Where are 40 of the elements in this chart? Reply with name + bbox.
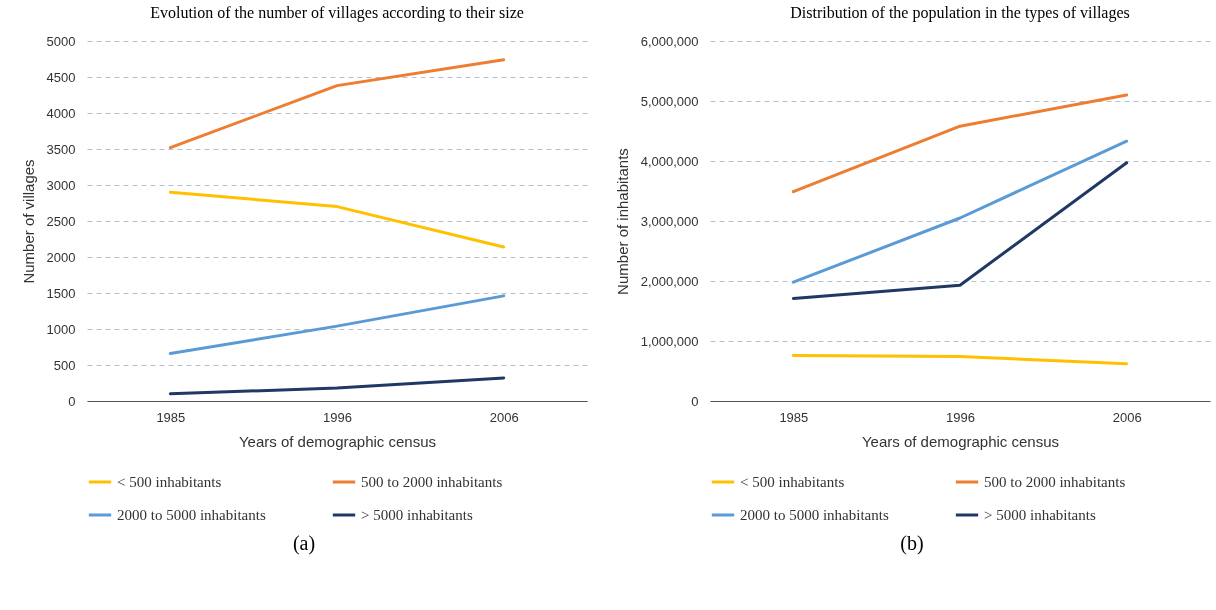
y-tick-label: 500 (53, 357, 76, 373)
chart-title: Evolution of the number of villages according to their size (150, 4, 524, 22)
legend-label: 2000 to 5000 inhabitants (739, 507, 889, 523)
y-tick-label: 1000 (46, 321, 76, 337)
legend-label: 2000 to 5000 inhabitants (117, 507, 266, 523)
legend-label: 500 to 2000 inhabitants (983, 474, 1125, 490)
y-tick-label: 0 (68, 393, 76, 409)
y-tick-label: 4500 (46, 69, 76, 85)
y-tick-label: 2,000,000 (640, 273, 698, 289)
y-tick-label: 1500 (46, 285, 76, 301)
y-tick-label: 0 (690, 393, 698, 409)
y-tick-label: 4000 (46, 105, 76, 121)
x-tick-label: 1985 (778, 409, 808, 425)
x-tick-label: 1985 (156, 409, 186, 425)
text: (b) (900, 532, 924, 555)
legend-label: < 500 inhabitants (739, 474, 844, 490)
x-tick-label: 1996 (323, 409, 352, 425)
text: (a) (292, 532, 316, 555)
y-tick-label: 1,000,000 (640, 333, 698, 349)
x-tick-label: 2006 (1112, 409, 1142, 425)
y-tick-label: 5,000,000 (640, 93, 698, 109)
y-tick-label: 5000 (46, 33, 76, 49)
chart-title: Distribution of the population in the types of villages (789, 4, 1130, 22)
x-tick-label: 1996 (945, 409, 975, 425)
legend-label: > 5000 inhabitants (361, 507, 473, 523)
y-tick-label: 3500 (46, 141, 76, 157)
y-tick-label: 6,000,000 (640, 33, 698, 49)
y-tick-label: 3000 (46, 177, 76, 193)
y-axis-title: Number of inhabitants (613, 148, 631, 295)
legend-label: 500 to 2000 inhabitants (361, 474, 503, 490)
legend-label: > 5000 inhabitants (983, 507, 1096, 523)
x-axis-title: Years of demographic census (238, 432, 437, 450)
y-tick-label: 4,000,000 (640, 153, 698, 169)
legend-label: < 500 inhabitants (117, 474, 222, 490)
x-tick-label: 2006 (489, 409, 519, 425)
y-tick-label: 2500 (46, 213, 76, 229)
y-tick-label: 3,000,000 (640, 213, 698, 229)
y-axis-title: Number of villages (19, 159, 37, 284)
x-axis-title: Years of demographic census (861, 432, 1059, 450)
y-tick-label: 2000 (46, 249, 76, 265)
